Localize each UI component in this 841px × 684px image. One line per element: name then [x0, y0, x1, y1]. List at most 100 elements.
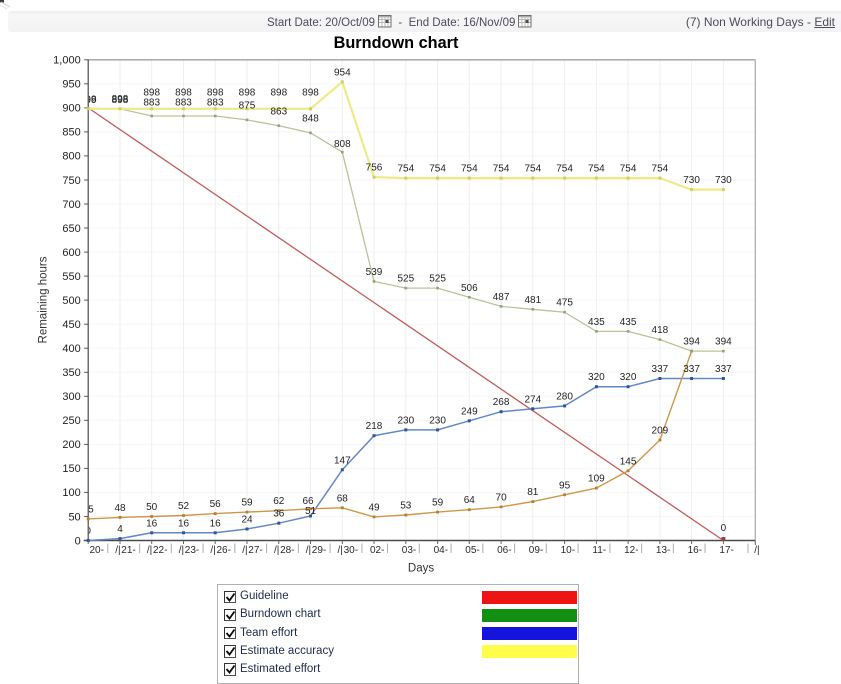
svg-text:13-: 13-: [656, 545, 670, 556]
svg-text:875: 875: [239, 100, 256, 111]
svg-text:24: 24: [241, 515, 253, 526]
svg-text:/|: /|: [306, 545, 311, 556]
svg-text:898: 898: [207, 88, 224, 99]
svg-text:450: 450: [62, 319, 80, 331]
svg-text:06-: 06-: [497, 545, 511, 556]
svg-text:Days: Days: [408, 563, 434, 575]
svg-text:350: 350: [62, 367, 80, 379]
svg-text:435: 435: [588, 317, 605, 328]
svg-text:650: 650: [62, 223, 80, 235]
svg-text:26-: 26-: [217, 545, 231, 556]
svg-text:52: 52: [178, 501, 190, 512]
svg-text:49: 49: [368, 502, 380, 513]
svg-text:66: 66: [302, 496, 314, 507]
svg-text:754: 754: [461, 164, 478, 175]
svg-text:100: 100: [62, 487, 80, 499]
svg-text:230: 230: [429, 415, 446, 426]
svg-text:53: 53: [400, 501, 412, 512]
svg-text:62: 62: [273, 496, 285, 507]
svg-text:730: 730: [715, 175, 732, 186]
svg-text:/|: /|: [754, 545, 759, 556]
svg-text:200: 200: [62, 439, 80, 451]
svg-text:754: 754: [652, 164, 669, 175]
svg-text:950: 950: [62, 79, 80, 91]
svg-text:147: 147: [334, 455, 351, 466]
svg-text:0: 0: [721, 523, 727, 534]
svg-text:05-: 05-: [465, 545, 479, 556]
svg-text:51: 51: [305, 506, 317, 517]
svg-text:500: 500: [62, 295, 80, 307]
svg-text:16-: 16-: [688, 545, 702, 556]
svg-text:850: 850: [62, 127, 80, 139]
svg-text:863: 863: [270, 106, 287, 117]
svg-text:250: 250: [62, 415, 80, 427]
svg-text:17-: 17-: [719, 545, 733, 556]
svg-text:475: 475: [556, 298, 573, 309]
svg-text:506: 506: [461, 283, 478, 294]
svg-text:22-: 22-: [153, 545, 167, 556]
svg-text:70: 70: [496, 492, 508, 503]
svg-text:898: 898: [80, 94, 97, 105]
svg-text:898: 898: [239, 88, 256, 99]
svg-text:883: 883: [175, 97, 192, 108]
svg-text:320: 320: [620, 372, 637, 383]
svg-text:337: 337: [683, 364, 700, 375]
svg-text:0: 0: [85, 526, 91, 537]
svg-text:898: 898: [112, 94, 129, 105]
svg-text:11-: 11-: [592, 545, 606, 556]
svg-text:150: 150: [62, 463, 80, 475]
svg-text:64: 64: [464, 495, 476, 506]
svg-text:394: 394: [715, 337, 732, 348]
svg-text:23-: 23-: [185, 545, 199, 556]
svg-text:730: 730: [683, 175, 700, 186]
svg-text:394: 394: [683, 337, 700, 348]
svg-text:30-: 30-: [344, 545, 358, 556]
svg-text:898: 898: [175, 88, 192, 99]
svg-text:300: 300: [62, 391, 80, 403]
svg-text:0: 0: [75, 535, 81, 547]
svg-text:50: 50: [68, 511, 80, 523]
svg-text:20-: 20-: [90, 545, 104, 556]
svg-text:16: 16: [146, 518, 158, 529]
svg-text:/|: /|: [147, 545, 152, 556]
svg-text:525: 525: [429, 274, 446, 285]
svg-text:03-: 03-: [402, 545, 416, 556]
svg-text:525: 525: [397, 274, 414, 285]
svg-text:12-: 12-: [624, 545, 638, 556]
svg-text:898: 898: [302, 88, 319, 99]
svg-text:145: 145: [620, 456, 637, 467]
svg-text:754: 754: [620, 164, 637, 175]
svg-text:274: 274: [524, 394, 541, 405]
svg-text:59: 59: [241, 498, 253, 509]
svg-text:29-: 29-: [312, 545, 326, 556]
svg-text:898: 898: [143, 88, 160, 99]
svg-text:16: 16: [210, 518, 222, 529]
svg-text:249: 249: [461, 406, 478, 417]
svg-text:36: 36: [273, 509, 285, 520]
svg-text:28-: 28-: [280, 545, 294, 556]
svg-text:754: 754: [397, 164, 414, 175]
svg-text:02-: 02-: [370, 545, 384, 556]
svg-text:/|: /|: [210, 545, 215, 556]
svg-text:898: 898: [270, 88, 287, 99]
svg-text:59: 59: [432, 498, 444, 509]
svg-text:230: 230: [397, 415, 414, 426]
svg-text:435: 435: [620, 317, 637, 328]
svg-text:09-: 09-: [529, 545, 543, 556]
svg-text:883: 883: [143, 97, 160, 108]
svg-text:754: 754: [524, 164, 541, 175]
svg-text:848: 848: [302, 113, 319, 124]
svg-text:320: 320: [588, 372, 605, 383]
svg-text:754: 754: [493, 164, 510, 175]
svg-text:750: 750: [62, 175, 80, 187]
svg-text:1,000: 1,000: [53, 55, 81, 67]
svg-text:899: 899: [80, 95, 97, 106]
svg-text:10-: 10-: [561, 545, 575, 556]
svg-text:883: 883: [207, 97, 224, 108]
svg-text:/|: /|: [179, 545, 184, 556]
svg-text:95: 95: [559, 480, 571, 491]
svg-text:21-: 21-: [121, 545, 135, 556]
svg-text:218: 218: [366, 421, 383, 432]
svg-text:487: 487: [493, 292, 510, 303]
svg-text:4: 4: [117, 524, 123, 535]
